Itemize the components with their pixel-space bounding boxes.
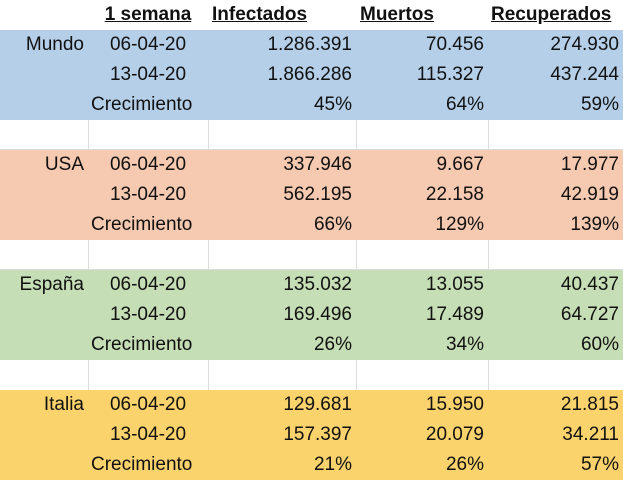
date-cell[interactable]: 06-04-20: [109, 394, 187, 415]
muertos-cell[interactable]: 64%: [445, 94, 484, 115]
growth-label[interactable]: Crecimiento: [91, 94, 193, 115]
header-muertos[interactable]: Muertos: [360, 4, 434, 25]
table-row: 13-04-20 562.195 22.158 42.919: [0, 180, 623, 210]
region-cell[interactable]: Mundo: [25, 34, 84, 55]
growth-row: Crecimiento 26% 34% 60%: [0, 330, 623, 360]
recuperados-cell[interactable]: 437.244: [550, 64, 619, 85]
infectados-cell[interactable]: 129.681: [283, 394, 352, 415]
spacer-row[interactable]: [0, 240, 623, 270]
table-row: 13-04-20 157.397 20.079 34.211: [0, 420, 623, 450]
date-cell[interactable]: 13-04-20: [109, 424, 187, 445]
infectados-cell[interactable]: 1.866.286: [267, 64, 352, 85]
table-row: España 06-04-20 135.032 13.055 40.437: [0, 270, 623, 300]
infectados-cell[interactable]: 21%: [313, 454, 352, 475]
infectados-cell[interactable]: 135.032: [283, 274, 352, 295]
date-cell[interactable]: 06-04-20: [109, 34, 187, 55]
table-row: Mundo 06-04-20 1.286.391 70.456 274.930: [0, 30, 623, 60]
recuperados-cell[interactable]: 17.977: [560, 154, 619, 175]
recuperados-cell[interactable]: 21.815: [560, 394, 619, 415]
recuperados-cell[interactable]: 59%: [580, 94, 619, 115]
infectados-cell[interactable]: 26%: [313, 334, 352, 355]
muertos-cell[interactable]: 26%: [445, 454, 484, 475]
infectados-cell[interactable]: 337.946: [283, 154, 352, 175]
muertos-cell[interactable]: 22.158: [425, 184, 484, 205]
growth-row: Crecimiento 45% 64% 59%: [0, 90, 623, 120]
table-row: 13-04-20 1.866.286 115.327 437.244: [0, 60, 623, 90]
muertos-cell[interactable]: 20.079: [425, 424, 484, 445]
header-semana[interactable]: 1 semana: [104, 4, 192, 25]
spacer-row[interactable]: [0, 120, 623, 150]
infectados-cell[interactable]: 562.195: [283, 184, 352, 205]
region-cell[interactable]: USA: [44, 154, 84, 175]
table-row: Italia 06-04-20 129.681 15.950 21.815: [0, 390, 623, 420]
muertos-cell[interactable]: 15.950: [425, 394, 484, 415]
recuperados-cell[interactable]: 139%: [570, 214, 619, 235]
table-row: USA 06-04-20 337.946 9.667 17.977: [0, 150, 623, 180]
recuperados-cell[interactable]: 274.930: [550, 34, 619, 55]
growth-label[interactable]: Crecimiento: [91, 334, 193, 355]
header-infectados[interactable]: Infectados: [212, 4, 308, 25]
muertos-cell[interactable]: 70.456: [425, 34, 484, 55]
recuperados-cell[interactable]: 34.211: [562, 424, 619, 445]
recuperados-cell[interactable]: 40.437: [560, 274, 619, 295]
infectados-cell[interactable]: 66%: [313, 214, 352, 235]
recuperados-cell[interactable]: 42.919: [560, 184, 619, 205]
spacer-row[interactable]: [0, 360, 623, 390]
date-cell[interactable]: 06-04-20: [109, 274, 187, 295]
growth-label[interactable]: Crecimiento: [91, 214, 193, 235]
recuperados-cell[interactable]: 57%: [580, 454, 619, 475]
date-cell[interactable]: 13-04-20: [109, 184, 187, 205]
recuperados-cell[interactable]: 60%: [580, 334, 619, 355]
growth-row: Crecimiento 21% 26% 57%: [0, 450, 623, 480]
infectados-cell[interactable]: 169.496: [283, 304, 352, 325]
recuperados-cell[interactable]: 64.727: [560, 304, 619, 325]
date-cell[interactable]: 06-04-20: [109, 154, 187, 175]
growth-label[interactable]: Crecimiento: [91, 454, 193, 475]
muertos-cell[interactable]: 13.055: [425, 274, 484, 295]
muertos-cell[interactable]: 9.667: [436, 154, 484, 175]
infectados-cell[interactable]: 45%: [313, 94, 352, 115]
muertos-cell[interactable]: 34%: [445, 334, 484, 355]
infectados-cell[interactable]: 157.397: [283, 424, 352, 445]
infectados-cell[interactable]: 1.286.391: [267, 34, 352, 55]
growth-row: Crecimiento 66% 129% 139%: [0, 210, 623, 240]
muertos-cell[interactable]: 129%: [435, 214, 484, 235]
region-cell[interactable]: Italia: [43, 394, 84, 415]
table-row: 13-04-20 169.496 17.489 64.727: [0, 300, 623, 330]
region-cell[interactable]: España: [19, 274, 84, 295]
muertos-cell[interactable]: 115.327: [416, 64, 484, 85]
date-cell[interactable]: 13-04-20: [109, 64, 187, 85]
header-row: 1 semana Infectados Muertos Recuperados: [0, 0, 623, 30]
muertos-cell[interactable]: 17.489: [425, 304, 484, 325]
date-cell[interactable]: 13-04-20: [109, 304, 187, 325]
header-recuperados[interactable]: Recuperados: [491, 4, 612, 25]
